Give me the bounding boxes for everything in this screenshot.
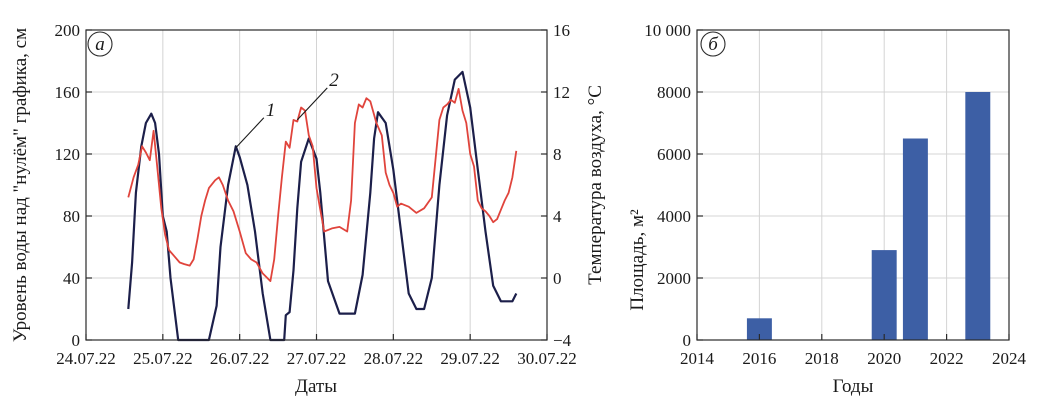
chart-a-series [127, 70, 518, 342]
chart-a-series-2-line [127, 88, 518, 283]
chart-a-x-tick-label: 30.07.22 [517, 349, 577, 368]
chart-a-x-tick-label: 27.07.22 [287, 349, 347, 368]
chart-b-y-tick-label: 4000 [657, 207, 691, 226]
chart-b-y-tick-label: 8000 [657, 83, 691, 102]
chart-b-bar-2021 [902, 138, 928, 340]
chart-a-x-tick-label: 25.07.22 [133, 349, 193, 368]
chart-a-y-tick-label: 40 [63, 269, 80, 288]
chart-a-panel-label-circle [87, 31, 113, 57]
chart-a-panel-label: а [95, 34, 105, 55]
chart-a-y-tick-label: 200 [55, 21, 81, 40]
chart-a-y-tick-label: 120 [55, 145, 81, 164]
chart-a-y2-tick-label: 0 [553, 269, 562, 288]
chart-a-x-axis-title: Даты [295, 376, 337, 397]
chart-a-y-axis-title: Уровень воды над "нулём" графика, см [10, 28, 31, 342]
chart-b-x-tick-label: 2022 [930, 349, 964, 368]
series-2-label: 2 [329, 70, 339, 91]
chart-a-y2-tick-label: 8 [553, 145, 562, 164]
chart-a: 24.07.22 25.07.22 26.07.22 27.07.22 28.07.22… [10, 21, 606, 397]
chart-b-y-tick-label: 10 000 [644, 21, 691, 40]
chart-b-y-tick-label: 6000 [657, 145, 691, 164]
chart-a-curve-labels: 12 [235, 70, 339, 149]
chart-b-frame [696, 29, 1010, 341]
chart-b-grid [697, 30, 1009, 340]
chart-a-y-tick-label: 160 [55, 83, 81, 102]
chart-b-x-axis-title: Годы [833, 376, 874, 397]
chart-a-y2-tick-label: −4 [553, 331, 572, 350]
chart-b-x-tick-label: 2014 [680, 349, 715, 368]
chart-a-y-tick-label: 0 [72, 331, 81, 350]
series-1-label: 1 [266, 100, 276, 121]
chart-b-y-tick-label: 2000 [657, 269, 691, 288]
chart-b-panel-label: б [708, 34, 719, 55]
chart-b-y-axis-title: Площадь, м² [627, 209, 648, 311]
chart-b: 2014 2016 2018 2020 2022 2024 0 2000 4000 6000 800… [627, 21, 1027, 397]
chart-a-x-tick-label: 24.07.22 [56, 349, 116, 368]
chart-b-x-tick-label: 2018 [805, 349, 839, 368]
chart-a-y2-tick-label: 4 [553, 207, 562, 226]
chart-a-x-tick-label: 26.07.22 [210, 349, 270, 368]
chart-b-bar-2023 [965, 92, 991, 340]
chart-a-series-1-line [127, 70, 518, 342]
chart-a-y2-tick-label: 12 [553, 83, 570, 102]
series-1-leader-line [235, 117, 265, 149]
chart-b-ticks: 2014 2016 2018 2020 2022 2024 0 2000 4000 6000 800… [644, 21, 1026, 368]
chart-a-x-tick-label: 28.07.22 [364, 349, 424, 368]
chart-b-y-tick-label: 0 [683, 331, 692, 350]
chart-b-bar-2016 [746, 318, 772, 340]
chart-a-y2-axis-title: Температура воздуха, °С [585, 85, 606, 285]
chart-a-y2-tick-label: 16 [553, 21, 570, 40]
chart-a-y-tick-label: 80 [63, 207, 80, 226]
chart-a-x-tick-label: 29.07.22 [440, 349, 500, 368]
chart-b-x-tick-label: 2024 [992, 349, 1027, 368]
chart-b-bar-2020 [871, 250, 897, 340]
chart-b-x-tick-label: 2020 [867, 349, 901, 368]
chart-a-ticks: 24.07.22 25.07.22 26.07.22 27.07.22 28.07.22… [55, 21, 577, 368]
chart-b-x-tick-label: 2016 [742, 349, 776, 368]
chart-b-panel-label-circle [700, 31, 726, 57]
series-2-leader-line [296, 87, 328, 121]
chart-b-bars [746, 92, 991, 340]
